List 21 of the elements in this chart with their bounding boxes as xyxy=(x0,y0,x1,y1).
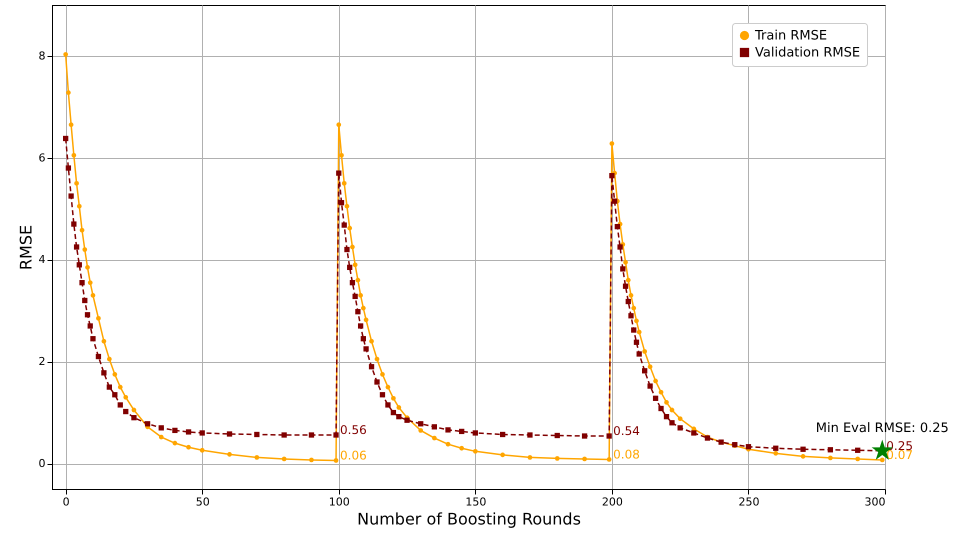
y-tick-label: 2 xyxy=(38,355,46,368)
data-label: 0.06 xyxy=(340,448,367,462)
y-tick-label: 6 xyxy=(38,151,46,164)
y-tick-label: 8 xyxy=(38,49,46,62)
x-tick-label: 50 xyxy=(196,496,210,508)
data-label: 0.08 xyxy=(613,447,640,462)
x-tick-label: 0 xyxy=(62,496,70,508)
y-tick-label: 0 xyxy=(38,457,46,470)
legend-label: Train RMSE xyxy=(754,28,828,44)
legend-label: Validation RMSE xyxy=(755,46,860,60)
x-axis-title: Number of Boosting Rounds xyxy=(357,510,581,528)
data-label: 0.54 xyxy=(613,424,640,438)
x-tick-label: 150 xyxy=(465,496,486,508)
x-tick-label: 200 xyxy=(602,496,623,508)
x-tick-label: 100 xyxy=(328,496,350,508)
y-axis-title: RMSE xyxy=(16,224,36,270)
x-tick-label: 300 xyxy=(864,496,886,508)
y-tick-label: 4 xyxy=(38,253,46,266)
annotation: Min Eval RMSE: 0.25 xyxy=(816,420,949,436)
x-tick-label: 250 xyxy=(738,496,760,508)
data-label: 0.56 xyxy=(340,422,367,437)
